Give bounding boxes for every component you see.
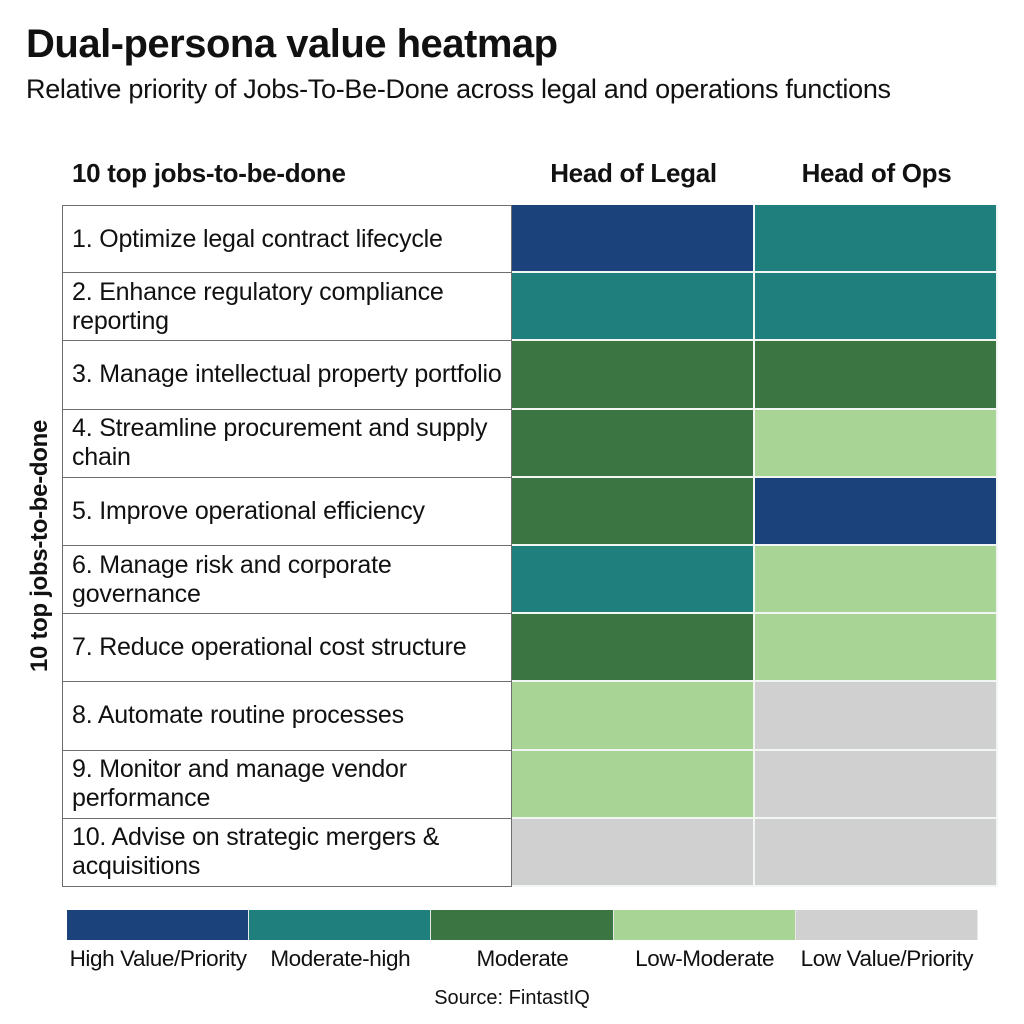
job-label: 8. Automate routine processes — [62, 682, 512, 751]
heat-cell-legal — [512, 545, 755, 615]
heat-cell-ops — [755, 750, 998, 819]
legend-item: Moderate-high — [249, 910, 432, 972]
job-label: 1. Optimize legal contract lifecycle — [62, 205, 512, 274]
legend-swatch — [795, 910, 978, 940]
legend-item: High Value/Priority — [67, 910, 250, 972]
job-label: 4. Streamline procurement and supply cha… — [62, 409, 512, 478]
table-row: 4. Streamline procurement and supply cha… — [62, 409, 998, 478]
legend-label: High Value/Priority — [69, 946, 247, 971]
heat-cell-ops — [755, 477, 998, 546]
heat-cell-legal — [512, 205, 755, 274]
legend-swatch — [249, 910, 432, 940]
y-axis-label: 10 top jobs-to-be-done — [26, 419, 53, 673]
legend-swatch — [431, 910, 614, 940]
job-label: 7. Reduce operational cost structure — [62, 614, 512, 683]
legend-swatch — [67, 910, 250, 940]
heat-cell-ops — [755, 273, 998, 342]
column-header-legal: Head of Legal — [550, 158, 717, 188]
legend-label: Moderate-high — [270, 946, 411, 971]
table-row: 2. Enhance regulatory compliance reporti… — [62, 273, 998, 342]
heat-cell-legal — [512, 477, 755, 546]
heat-cell-ops — [755, 614, 998, 683]
job-label: 5. Improve operational efficiency — [62, 477, 512, 546]
heatmap-grid: 1. Optimize legal contract lifecycle 2. E… — [62, 205, 998, 887]
column-header-ops: Head of Ops — [801, 158, 952, 188]
heat-cell-ops — [755, 409, 998, 478]
heat-cell-legal — [512, 409, 755, 478]
row-header-label: 10 top jobs-to-be-done — [72, 158, 346, 188]
legend-label: Low Value/Priority — [800, 946, 974, 971]
source-note: Source: FintastIQ — [434, 987, 590, 1009]
heat-cell-ops — [755, 545, 998, 615]
heat-cell-legal — [512, 273, 755, 342]
legend-item: Moderate — [431, 910, 614, 972]
table-row: 9. Monitor and manage vendor performance — [62, 750, 998, 819]
job-label: 9. Monitor and manage vendor performance — [62, 750, 512, 819]
table-row: 10. Advise on strategic mergers & acquis… — [62, 818, 998, 887]
job-label: 3. Manage intellectual property portfoli… — [62, 341, 512, 410]
table-row: 3. Manage intellectual property portfoli… — [62, 341, 998, 410]
legend-item: Low Value/Priority — [795, 910, 978, 972]
heat-cell-legal — [512, 818, 755, 887]
heat-cell-ops — [755, 341, 998, 410]
heat-cell-legal — [512, 341, 755, 410]
job-label: 10. Advise on strategic mergers & acquis… — [62, 818, 512, 887]
color-legend: High Value/Priority Moderate-high Moderate… — [67, 910, 978, 972]
job-label: 6. Manage risk and corporate governance — [62, 545, 512, 615]
heat-cell-legal — [512, 614, 755, 683]
chart-title: Dual-persona value heatmap — [26, 22, 558, 66]
table-row: 5. Improve operational efficiency — [62, 477, 998, 546]
table-row: 7. Reduce operational cost structure — [62, 614, 998, 683]
job-label: 2. Enhance regulatory compliance reporti… — [62, 273, 512, 342]
chart-subtitle: Relative priority of Jobs-To-Be-Done acr… — [26, 74, 891, 104]
heat-cell-legal — [512, 750, 755, 819]
legend-label: Moderate — [476, 946, 569, 971]
table-row: 6. Manage risk and corporate governance — [62, 545, 998, 615]
heat-cell-ops — [755, 205, 998, 274]
table-row: 1. Optimize legal contract lifecycle — [62, 205, 998, 274]
legend-label: Low-Moderate — [635, 946, 775, 971]
heat-cell-ops — [755, 682, 998, 751]
legend-item: Low-Moderate — [613, 910, 796, 972]
heat-cell-ops — [755, 818, 998, 887]
legend-swatch — [613, 910, 796, 940]
heat-cell-legal — [512, 682, 755, 751]
table-row: 8. Automate routine processes — [62, 682, 998, 751]
